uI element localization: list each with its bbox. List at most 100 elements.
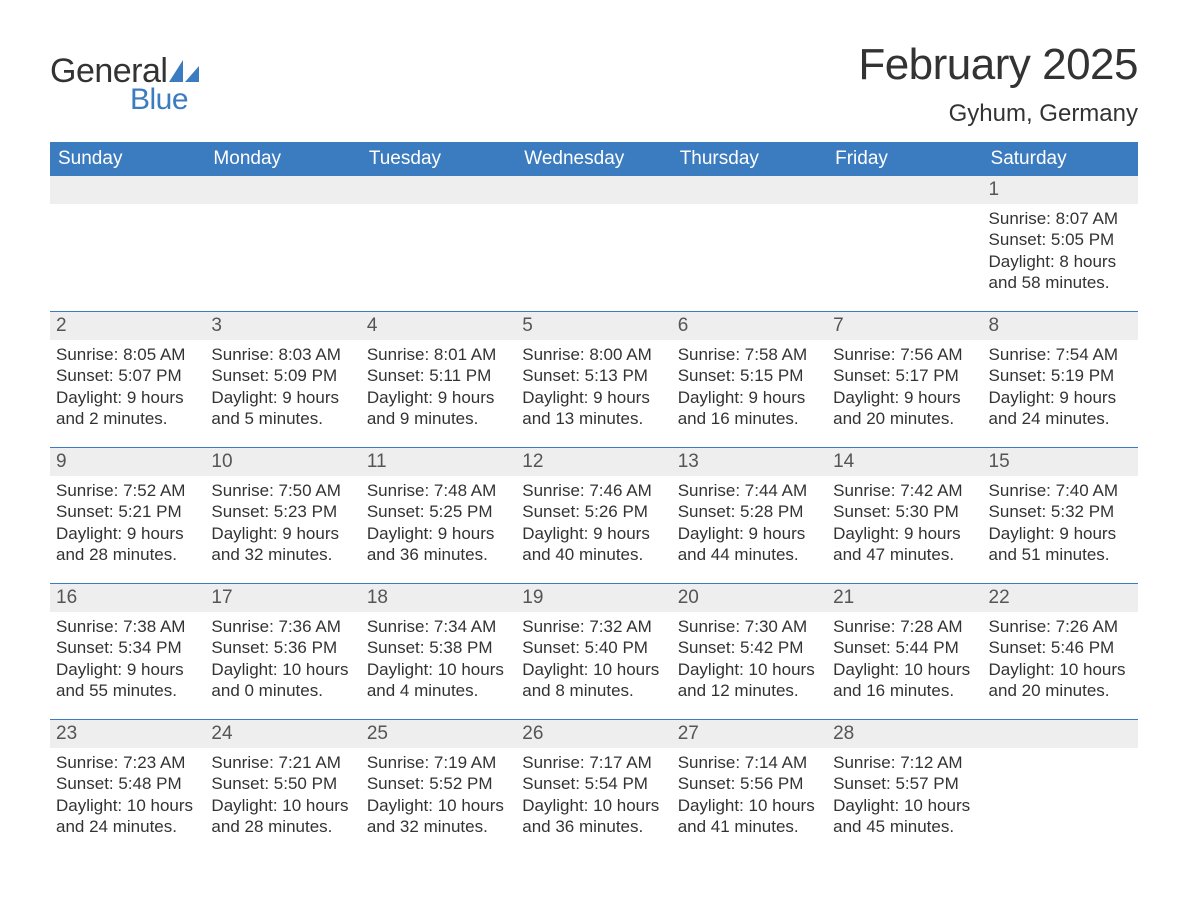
- day-cell: [361, 204, 516, 311]
- sunset-text: Sunset: 5:05 PM: [989, 229, 1132, 250]
- day-number: [205, 176, 360, 204]
- day-number: 23: [50, 720, 205, 748]
- sunset-text: Sunset: 5:54 PM: [522, 773, 665, 794]
- day-cell: Sunrise: 7:32 AMSunset: 5:40 PMDaylight:…: [516, 612, 671, 719]
- day-cell: Sunrise: 7:26 AMSunset: 5:46 PMDaylight:…: [983, 612, 1138, 719]
- calendar-header-row: SundayMondayTuesdayWednesdayThursdayFrid…: [50, 142, 1138, 176]
- day-number: 24: [205, 720, 360, 748]
- day-number: 26: [516, 720, 671, 748]
- day-number: 19: [516, 584, 671, 612]
- daylight-text: Daylight: 10 hours and 24 minutes.: [56, 795, 199, 838]
- day-content-row: Sunrise: 7:52 AMSunset: 5:21 PMDaylight:…: [50, 476, 1138, 583]
- daylight-text: Daylight: 10 hours and 16 minutes.: [833, 659, 976, 702]
- sunrise-text: Sunrise: 7:19 AM: [367, 752, 510, 773]
- sunrise-text: Sunrise: 7:46 AM: [522, 480, 665, 501]
- sunset-text: Sunset: 5:44 PM: [833, 637, 976, 658]
- day-number: [983, 720, 1138, 748]
- month-title: February 2025: [858, 40, 1138, 90]
- sunset-text: Sunset: 5:36 PM: [211, 637, 354, 658]
- daylight-text: Daylight: 9 hours and 5 minutes.: [211, 387, 354, 430]
- sunrise-text: Sunrise: 8:00 AM: [522, 344, 665, 365]
- sunrise-text: Sunrise: 7:30 AM: [678, 616, 821, 637]
- daylight-text: Daylight: 9 hours and 9 minutes.: [367, 387, 510, 430]
- sunset-text: Sunset: 5:34 PM: [56, 637, 199, 658]
- daylight-text: Daylight: 9 hours and 55 minutes.: [56, 659, 199, 702]
- sunrise-text: Sunrise: 7:44 AM: [678, 480, 821, 501]
- day-number: 14: [827, 448, 982, 476]
- sunset-text: Sunset: 5:19 PM: [989, 365, 1132, 386]
- calendar: SundayMondayTuesdayWednesdayThursdayFrid…: [50, 142, 1138, 855]
- sunset-text: Sunset: 5:32 PM: [989, 501, 1132, 522]
- sunrise-text: Sunrise: 7:42 AM: [833, 480, 976, 501]
- day-cell: [205, 204, 360, 311]
- title-block: February 2025 Gyhum, Germany: [858, 40, 1138, 128]
- calendar-header-cell: Sunday: [50, 142, 205, 176]
- calendar-header-cell: Wednesday: [516, 142, 671, 176]
- daylight-text: Daylight: 10 hours and 0 minutes.: [211, 659, 354, 702]
- logo-word-blue: Blue: [130, 83, 199, 117]
- daylight-text: Daylight: 10 hours and 12 minutes.: [678, 659, 821, 702]
- daylight-text: Daylight: 10 hours and 28 minutes.: [211, 795, 354, 838]
- week: 1Sunrise: 8:07 AMSunset: 5:05 PMDaylight…: [50, 176, 1138, 311]
- day-number: 8: [983, 312, 1138, 340]
- sunrise-text: Sunrise: 7:56 AM: [833, 344, 976, 365]
- sunrise-text: Sunrise: 7:12 AM: [833, 752, 976, 773]
- location: Gyhum, Germany: [858, 100, 1138, 128]
- day-cell: [50, 204, 205, 311]
- sunset-text: Sunset: 5:50 PM: [211, 773, 354, 794]
- day-cell: Sunrise: 7:58 AMSunset: 5:15 PMDaylight:…: [672, 340, 827, 447]
- daylight-text: Daylight: 8 hours and 58 minutes.: [989, 251, 1132, 294]
- daylight-text: Daylight: 9 hours and 51 minutes.: [989, 523, 1132, 566]
- sunset-text: Sunset: 5:15 PM: [678, 365, 821, 386]
- day-cell: Sunrise: 7:48 AMSunset: 5:25 PMDaylight:…: [361, 476, 516, 583]
- sunrise-text: Sunrise: 7:26 AM: [989, 616, 1132, 637]
- day-cell: Sunrise: 8:05 AMSunset: 5:07 PMDaylight:…: [50, 340, 205, 447]
- daylight-text: Daylight: 9 hours and 28 minutes.: [56, 523, 199, 566]
- day-number: 6: [672, 312, 827, 340]
- daylight-text: Daylight: 10 hours and 8 minutes.: [522, 659, 665, 702]
- calendar-page: General Blue February 2025 Gyhum, German…: [0, 0, 1188, 905]
- daylight-text: Daylight: 10 hours and 45 minutes.: [833, 795, 976, 838]
- day-number: 28: [827, 720, 982, 748]
- day-number: 11: [361, 448, 516, 476]
- day-cell: Sunrise: 7:23 AMSunset: 5:48 PMDaylight:…: [50, 748, 205, 855]
- sunset-text: Sunset: 5:11 PM: [367, 365, 510, 386]
- sunrise-text: Sunrise: 7:54 AM: [989, 344, 1132, 365]
- sunrise-text: Sunrise: 7:17 AM: [522, 752, 665, 773]
- day-number: 9: [50, 448, 205, 476]
- sunset-text: Sunset: 5:57 PM: [833, 773, 976, 794]
- sunrise-text: Sunrise: 7:34 AM: [367, 616, 510, 637]
- sunset-text: Sunset: 5:26 PM: [522, 501, 665, 522]
- day-number: 27: [672, 720, 827, 748]
- day-number: 25: [361, 720, 516, 748]
- sunrise-text: Sunrise: 7:52 AM: [56, 480, 199, 501]
- daylight-text: Daylight: 9 hours and 32 minutes.: [211, 523, 354, 566]
- day-cell: Sunrise: 7:38 AMSunset: 5:34 PMDaylight:…: [50, 612, 205, 719]
- day-number: 15: [983, 448, 1138, 476]
- day-number: 18: [361, 584, 516, 612]
- day-cell: [672, 204, 827, 311]
- week: 232425262728 Sunrise: 7:23 AMSunset: 5:48…: [50, 719, 1138, 855]
- day-cell: Sunrise: 7:46 AMSunset: 5:26 PMDaylight:…: [516, 476, 671, 583]
- daylight-text: Daylight: 9 hours and 2 minutes.: [56, 387, 199, 430]
- day-cell: Sunrise: 7:17 AMSunset: 5:54 PMDaylight:…: [516, 748, 671, 855]
- day-cell: Sunrise: 8:00 AMSunset: 5:13 PMDaylight:…: [516, 340, 671, 447]
- day-number: 4: [361, 312, 516, 340]
- daylight-text: Daylight: 9 hours and 16 minutes.: [678, 387, 821, 430]
- daylight-text: Daylight: 9 hours and 13 minutes.: [522, 387, 665, 430]
- day-content-row: Sunrise: 7:38 AMSunset: 5:34 PMDaylight:…: [50, 612, 1138, 719]
- sunset-text: Sunset: 5:13 PM: [522, 365, 665, 386]
- day-content-row: Sunrise: 8:07 AMSunset: 5:05 PMDaylight:…: [50, 204, 1138, 311]
- day-cell: Sunrise: 8:07 AMSunset: 5:05 PMDaylight:…: [983, 204, 1138, 311]
- sunset-text: Sunset: 5:42 PM: [678, 637, 821, 658]
- daylight-text: Daylight: 10 hours and 41 minutes.: [678, 795, 821, 838]
- day-number: 21: [827, 584, 982, 612]
- sunset-text: Sunset: 5:09 PM: [211, 365, 354, 386]
- daylight-text: Daylight: 9 hours and 47 minutes.: [833, 523, 976, 566]
- sunset-text: Sunset: 5:30 PM: [833, 501, 976, 522]
- daylight-text: Daylight: 9 hours and 36 minutes.: [367, 523, 510, 566]
- day-number-strip: 2345678: [50, 312, 1138, 340]
- daylight-text: Daylight: 9 hours and 44 minutes.: [678, 523, 821, 566]
- day-cell: Sunrise: 7:30 AMSunset: 5:42 PMDaylight:…: [672, 612, 827, 719]
- sunset-text: Sunset: 5:56 PM: [678, 773, 821, 794]
